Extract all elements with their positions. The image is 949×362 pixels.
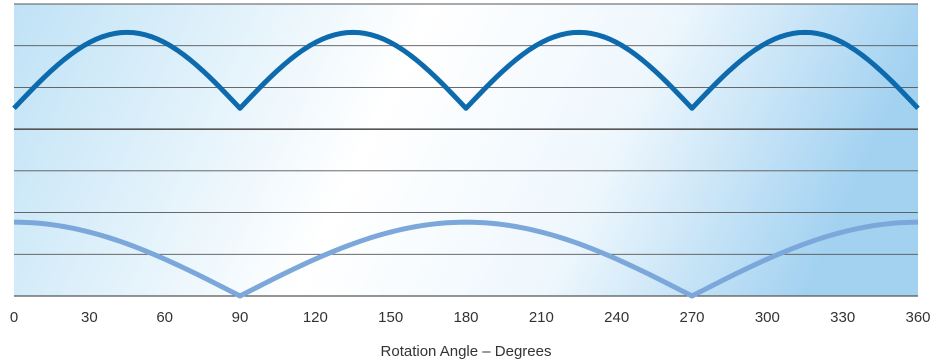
series-lines [12, 29, 920, 299]
x-tick-label: 120 [303, 309, 328, 326]
x-tick-label: 30 [81, 309, 98, 326]
x-tick-label: 180 [453, 309, 478, 326]
x-tick-label: 300 [755, 309, 780, 326]
x-tick-label: 210 [529, 309, 554, 326]
series-line-2 [13, 219, 919, 299]
x-tick-label: 270 [679, 309, 704, 326]
x-tick-label: 90 [232, 309, 249, 326]
x-tick-label: 360 [905, 309, 930, 326]
x-tick-label: 60 [156, 309, 173, 326]
x-tick-label: 0 [10, 309, 18, 326]
x-tick-label: 150 [378, 309, 403, 326]
x-axis-title: Rotation Angle – Degrees [381, 343, 552, 360]
plot-background [14, 4, 918, 296]
x-tick-label: 330 [830, 309, 855, 326]
series-line-1 [12, 29, 920, 111]
x-tick-label: 240 [604, 309, 629, 326]
grid-lines [14, 3, 918, 297]
x-tick-labels: 0 30 60 90 120 150 180 210 240 270 300 330 360 [10, 309, 931, 326]
